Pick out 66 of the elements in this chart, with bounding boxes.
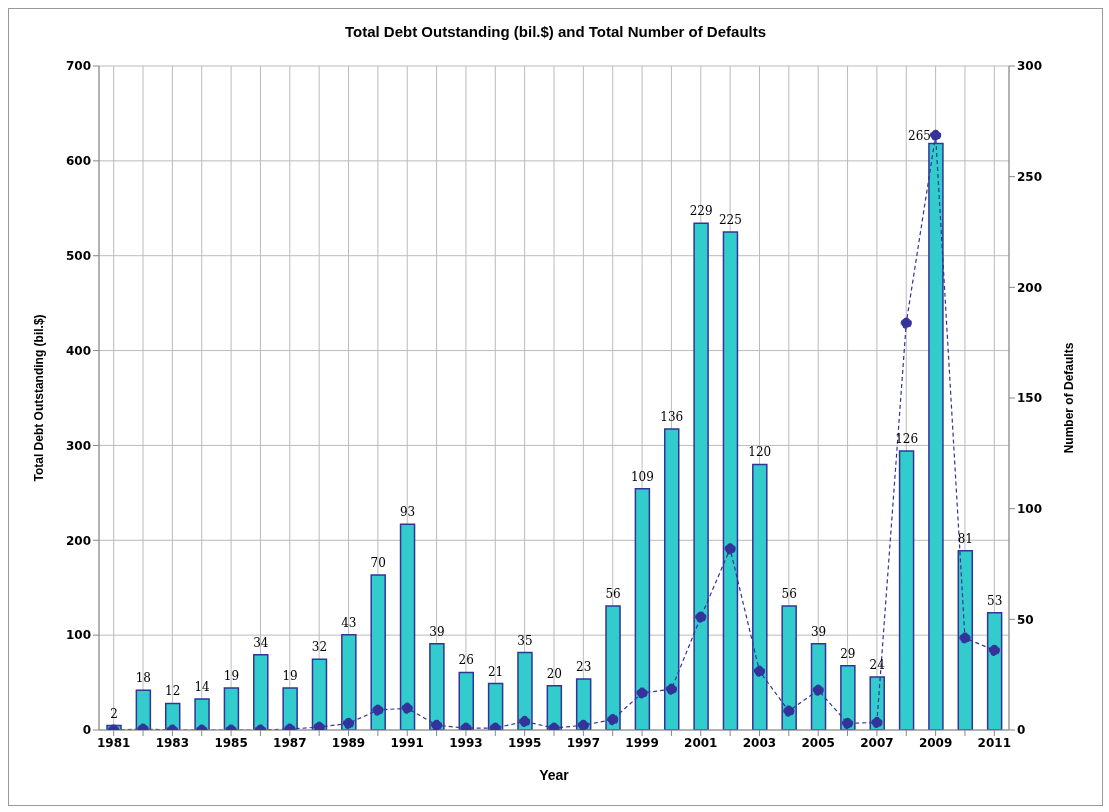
x-tick-label: 1989 (331, 735, 366, 750)
data-label: 43 (341, 615, 357, 630)
data-label: 14 (194, 680, 211, 695)
y2-tick-label: 100 (1017, 501, 1043, 516)
data-label: 20 (546, 666, 562, 681)
data-label: 229 (689, 204, 713, 219)
y2-tick-label: 200 (1017, 280, 1043, 295)
data-label: 39 (810, 624, 827, 639)
data-label: 56 (605, 587, 621, 602)
x-tick-label: 2005 (801, 735, 835, 750)
y-axis-title: Total Debt Outstanding (bil.$) (32, 314, 47, 482)
y-tick-label: 500 (65, 248, 91, 263)
data-label: 2 (110, 706, 118, 721)
x-tick-label: 1985 (214, 735, 248, 750)
x-tick-label: 1999 (625, 735, 659, 750)
y2-tick-label: 0 (1017, 723, 1026, 738)
y-tick-label: 600 (65, 154, 91, 169)
y2-tick-label: 250 (1017, 169, 1043, 184)
x-axis-title: Year (539, 767, 570, 783)
data-label: 39 (429, 624, 445, 639)
x-tick-label: 1995 (507, 735, 542, 750)
data-label: 18 (135, 671, 151, 686)
data-label: 12 (165, 684, 181, 699)
x-tick-label: 1991 (390, 735, 424, 750)
data-label: 120 (748, 445, 772, 460)
x-tick-label: 2009 (918, 735, 953, 750)
x-tick-label: 2011 (977, 735, 1012, 750)
x-tick-label: 1993 (449, 735, 483, 750)
y2-tick-label: 300 (1017, 59, 1043, 74)
data-label: 32 (311, 640, 328, 655)
data-label: 126 (895, 432, 919, 447)
data-label: 93 (399, 505, 416, 520)
y2-tick-label: 50 (1017, 612, 1034, 627)
x-tick-label: 1987 (273, 735, 307, 750)
data-label: 56 (781, 587, 797, 602)
y-tick-label: 0 (82, 723, 91, 738)
data-label: 19 (223, 668, 240, 683)
data-label: 225 (719, 213, 742, 227)
chart-title: Total Debt Outstanding (bil.$) and Total Number of Defaults (343, 23, 768, 40)
y-tick-label: 700 (65, 59, 91, 74)
data-label: 109 (630, 469, 654, 484)
y-tick-label: 200 (65, 533, 91, 548)
data-label: 26 (458, 653, 474, 668)
y-tick-label: 100 (65, 628, 91, 643)
y-tick-label: 300 (65, 438, 91, 453)
x-tick-label: 1997 (566, 735, 601, 750)
y2-tick-label: 150 (1017, 391, 1043, 406)
x-tick-label: 1983 (155, 735, 190, 750)
data-label: 35 (517, 633, 533, 648)
data-label: 81 (957, 531, 973, 546)
x-tick-label: 2003 (742, 735, 777, 750)
data-label: 265 (908, 129, 931, 144)
data-label: 23 (576, 660, 592, 675)
x-tick-label: 2007 (860, 735, 894, 750)
data-label: 24 (869, 657, 886, 672)
x-tick-label: 2001 (684, 735, 718, 750)
data-label: 136 (660, 409, 684, 424)
y-tick-label: 400 (65, 343, 91, 358)
data-label: 70 (370, 556, 386, 571)
data-label: 21 (487, 664, 504, 679)
y2-axis-title: Number of Defaults (1062, 342, 1077, 454)
data-label: 29 (840, 646, 856, 661)
data-label: 34 (253, 635, 269, 650)
data-label: 19 (282, 668, 298, 683)
x-tick-label: 1981 (96, 735, 131, 750)
data-label: 53 (987, 593, 1003, 608)
